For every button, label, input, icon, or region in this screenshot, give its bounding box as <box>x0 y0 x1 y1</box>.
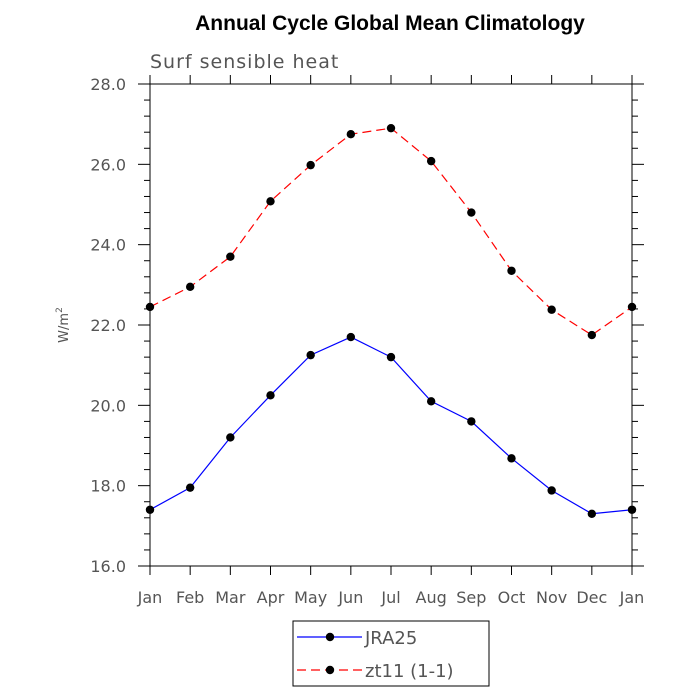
x-tick-label: Apr <box>257 588 285 607</box>
data-point <box>185 282 195 292</box>
data-point <box>226 433 235 442</box>
x-tick-label: Aug <box>416 588 447 607</box>
data-point <box>306 160 315 170</box>
data-point <box>507 454 516 463</box>
plot-frame <box>149 83 633 567</box>
x-tick-label: Feb <box>176 588 204 607</box>
data-point <box>467 417 476 426</box>
y-tick-label: 28.0 <box>90 75 126 94</box>
data-point <box>507 266 516 275</box>
data-point <box>547 305 556 314</box>
y-tick-label: 24.0 <box>90 236 126 255</box>
legend-box <box>292 620 490 687</box>
y-axis-label-unit: W/m <box>57 313 72 343</box>
x-tick-label: Jun <box>337 588 363 607</box>
x-tick-labels: Jan Feb Mar Apr May Jun Jul Aug Sep Oct Nov Dec Jan <box>137 588 645 607</box>
data-point <box>346 332 356 342</box>
x-tick-label: Oct <box>498 588 526 607</box>
y-tick-label: 20.0 <box>90 396 126 415</box>
data-point <box>346 130 356 139</box>
data-point <box>587 509 597 518</box>
y-tick-label: 26.0 <box>90 155 126 174</box>
data-point <box>547 486 556 495</box>
x-tick-label: May <box>294 588 327 607</box>
x-tick-label: Nov <box>536 588 567 607</box>
y-axis-label-exponent: 2 <box>55 307 65 313</box>
x-tick-label: Dec <box>576 588 607 607</box>
data-point <box>386 352 396 362</box>
data-point <box>426 397 436 406</box>
data-point <box>266 391 275 400</box>
series-group <box>145 123 637 518</box>
y-tick-label: 18.0 <box>90 477 126 496</box>
data-point <box>627 302 637 312</box>
x-tick-label: Jan <box>619 588 645 607</box>
data-point <box>386 123 396 133</box>
y-axis-label: W/m2 <box>55 307 72 343</box>
data-point <box>467 208 476 217</box>
x-tick-label: Sep <box>456 588 486 607</box>
data-point <box>587 330 597 340</box>
x-tick-label: Jan <box>137 588 163 607</box>
legend-label-1: zt11 (1-1) <box>365 661 454 682</box>
axis-ticks <box>138 75 644 575</box>
legend-marker-0 <box>325 632 335 642</box>
data-point <box>145 302 155 312</box>
y-tick-labels: 16.0 18.0 20.0 22.0 24.0 26.0 28.0 <box>90 75 126 576</box>
y-tick-label: 22.0 <box>90 316 126 335</box>
legend-marker-1 <box>325 665 335 675</box>
data-point <box>226 252 235 261</box>
y-tick-label: 16.0 <box>90 557 126 576</box>
series-line-1 <box>149 127 633 336</box>
legend-label-0: JRA25 <box>364 628 417 649</box>
x-tick-label: Jul <box>380 588 400 607</box>
data-point <box>266 197 275 206</box>
legend: JRA25 zt11 (1-1) <box>292 620 490 687</box>
data-point <box>426 156 436 166</box>
data-point <box>185 483 195 492</box>
chart-title: Annual Cycle Global Mean Climatology <box>195 12 585 35</box>
chart-subtitle: Surf sensible heat <box>150 51 339 73</box>
data-point <box>306 350 315 360</box>
data-point <box>627 505 637 514</box>
x-tick-label: Mar <box>215 588 246 607</box>
series-line-0 <box>149 336 633 515</box>
data-point <box>145 505 155 514</box>
